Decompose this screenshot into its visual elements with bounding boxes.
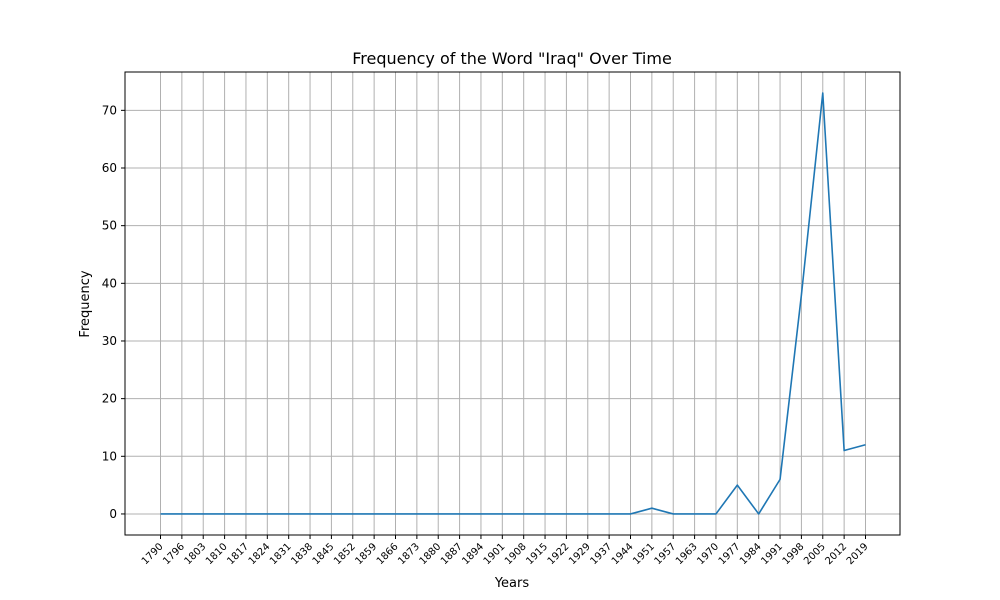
y-axis-ticks: 0 10 20 30 40 50 60 70 <box>102 103 125 521</box>
x-tick-label: 1810 <box>204 541 230 567</box>
x-tick-label: 1957 <box>653 541 679 567</box>
y-tick-label: 40 <box>102 276 117 290</box>
x-tick-label: 2005 <box>802 541 828 567</box>
x-tick-label: 1894 <box>460 541 486 567</box>
y-tick-label: 50 <box>102 219 117 233</box>
x-tick-label: 1859 <box>353 541 379 567</box>
x-tick-label: 1922 <box>546 541 572 567</box>
y-tick-label: 20 <box>102 392 117 406</box>
x-axis-label: Years <box>494 576 530 591</box>
x-tick-label: 1970 <box>695 541 721 567</box>
y-axis-label: Frequency <box>78 270 93 337</box>
x-tick-label: 1901 <box>482 541 508 567</box>
x-tick-label: 1929 <box>567 541 593 567</box>
x-tick-label: 1796 <box>161 541 187 567</box>
x-tick-label: 1831 <box>268 541 294 567</box>
x-tick-label: 1915 <box>524 541 550 567</box>
plot-frame <box>124 71 901 536</box>
x-tick-label: 1817 <box>225 541 251 567</box>
y-tick-label: 0 <box>109 507 117 521</box>
x-tick-label: 1866 <box>375 541 401 567</box>
x-tick-label: 1790 <box>140 541 166 567</box>
x-tick-label: 1908 <box>503 541 529 567</box>
y-tick-label: 70 <box>102 103 117 117</box>
x-tick-label: 1873 <box>396 541 422 567</box>
x-tick-label: 1984 <box>738 541 764 567</box>
chart-title: Frequency of the Word "Iraq" Over Time <box>352 49 672 68</box>
x-tick-label: 1887 <box>439 541 465 567</box>
x-tick-label: 1803 <box>183 541 209 567</box>
x-tick-label: 1852 <box>332 541 358 567</box>
x-tick-label: 1951 <box>631 541 657 567</box>
y-tick-label: 30 <box>102 334 117 348</box>
x-tick-label: 1977 <box>717 541 743 567</box>
x-tick-label: 1998 <box>781 541 807 567</box>
grid-lines <box>125 72 900 535</box>
x-tick-label: 2019 <box>845 541 871 567</box>
x-axis-ticks: 1790179618031810181718241831183818451852… <box>140 535 871 567</box>
series-line <box>160 92 866 515</box>
series-layer <box>160 92 866 515</box>
x-tick-label: 1824 <box>247 541 273 567</box>
x-tick-label: 1963 <box>674 541 700 567</box>
x-tick-label: 1944 <box>610 541 636 567</box>
x-tick-label: 1838 <box>289 541 315 567</box>
y-tick-label: 10 <box>102 449 117 463</box>
x-tick-label: 1937 <box>588 541 614 567</box>
x-tick-label: 2012 <box>823 541 849 567</box>
x-tick-label: 1880 <box>418 541 444 567</box>
x-tick-label: 1991 <box>759 541 785 567</box>
y-tick-label: 60 <box>102 161 117 175</box>
x-tick-label: 1845 <box>311 541 337 567</box>
